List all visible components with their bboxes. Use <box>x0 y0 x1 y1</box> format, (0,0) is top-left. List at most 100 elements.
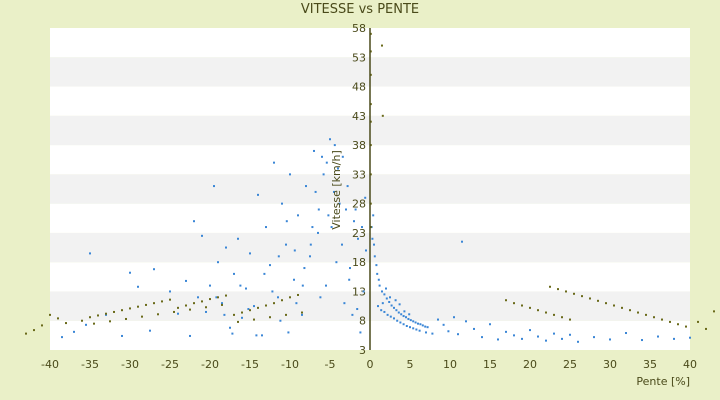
data-point <box>605 302 607 305</box>
data-point <box>177 306 179 309</box>
data-point <box>233 313 235 316</box>
data-point <box>415 328 418 331</box>
data-point <box>371 237 374 240</box>
data-point <box>489 323 491 326</box>
data-point <box>281 202 283 205</box>
data-point <box>325 284 327 287</box>
series-2 <box>25 32 715 335</box>
data-point <box>505 299 507 302</box>
x-tick-label: 20 <box>523 358 537 371</box>
data-point <box>221 303 223 306</box>
data-point <box>375 264 378 267</box>
data-point <box>409 326 411 329</box>
y-axis-label: Vitesse [km/h] <box>330 150 343 230</box>
data-point <box>137 285 139 288</box>
y-tick-label: 58 <box>352 22 366 35</box>
data-point <box>359 331 362 334</box>
data-point <box>713 310 715 313</box>
data-point <box>549 285 551 288</box>
data-point <box>361 226 363 229</box>
data-point <box>419 323 422 326</box>
data-point <box>581 295 583 298</box>
data-point <box>213 185 215 188</box>
data-point <box>589 297 591 300</box>
data-point <box>153 268 155 271</box>
data-point <box>421 324 424 327</box>
x-tick-labels: -40 -35 -30 -25 -20 -15 -10 -5 0 5 10 15 20 25 30 35 40 <box>41 358 697 371</box>
data-point <box>412 327 415 330</box>
x-tick-label: 25 <box>563 358 577 371</box>
data-point <box>369 120 372 123</box>
x-tick-label: -25 <box>161 358 179 371</box>
data-point <box>273 302 275 305</box>
data-point <box>356 308 359 311</box>
data-point <box>277 296 279 299</box>
x-tick-label: -5 <box>325 358 336 371</box>
data-point <box>255 334 258 337</box>
data-point <box>253 305 255 308</box>
data-point <box>263 272 266 275</box>
data-point <box>49 313 51 316</box>
data-point <box>609 338 611 341</box>
y-tick-label: 43 <box>352 110 366 123</box>
data-point <box>249 309 251 312</box>
data-point <box>385 287 387 290</box>
data-point <box>335 261 338 264</box>
data-point <box>573 292 575 295</box>
data-point <box>377 305 379 308</box>
data-point <box>408 313 411 316</box>
data-point <box>89 316 91 319</box>
data-point <box>153 302 155 305</box>
data-point <box>125 317 127 320</box>
data-point <box>89 252 91 255</box>
data-point <box>185 304 187 307</box>
data-point <box>569 318 571 321</box>
data-point <box>362 290 365 293</box>
data-point <box>426 326 429 329</box>
y-tick-label: 48 <box>352 81 366 94</box>
x-tick-label: -35 <box>81 358 99 371</box>
data-point <box>249 252 251 255</box>
data-point <box>137 305 139 308</box>
data-point <box>577 340 579 343</box>
data-point <box>129 307 131 310</box>
data-point <box>109 320 111 323</box>
data-point <box>405 316 407 319</box>
data-point <box>529 329 531 332</box>
data-point <box>390 304 393 307</box>
data-point <box>529 306 531 309</box>
data-point <box>73 330 75 333</box>
data-point <box>239 284 242 287</box>
data-point <box>221 302 223 305</box>
data-point <box>447 330 450 333</box>
data-point <box>277 255 280 258</box>
data-point <box>33 329 35 332</box>
data-point <box>513 302 515 305</box>
x-tick-label: 35 <box>643 358 657 371</box>
series-1 <box>61 138 691 343</box>
data-point <box>341 155 344 158</box>
data-point <box>41 324 43 327</box>
data-point <box>285 313 287 316</box>
data-point <box>380 309 383 312</box>
data-point <box>303 267 306 270</box>
data-point <box>537 335 539 338</box>
x-tick-label: -20 <box>201 358 219 371</box>
data-point <box>201 234 203 237</box>
data-point <box>348 278 351 281</box>
data-point <box>661 318 663 321</box>
data-point <box>399 321 402 324</box>
x-tick-label: 30 <box>603 358 617 371</box>
data-point <box>345 208 347 211</box>
data-point <box>397 311 400 314</box>
data-point <box>149 329 151 332</box>
data-point <box>386 313 389 316</box>
data-point <box>285 220 288 223</box>
data-point <box>265 304 267 307</box>
data-point <box>553 313 555 316</box>
data-point <box>377 278 380 281</box>
data-point <box>431 332 434 335</box>
data-point <box>381 44 383 47</box>
data-point <box>285 243 287 246</box>
